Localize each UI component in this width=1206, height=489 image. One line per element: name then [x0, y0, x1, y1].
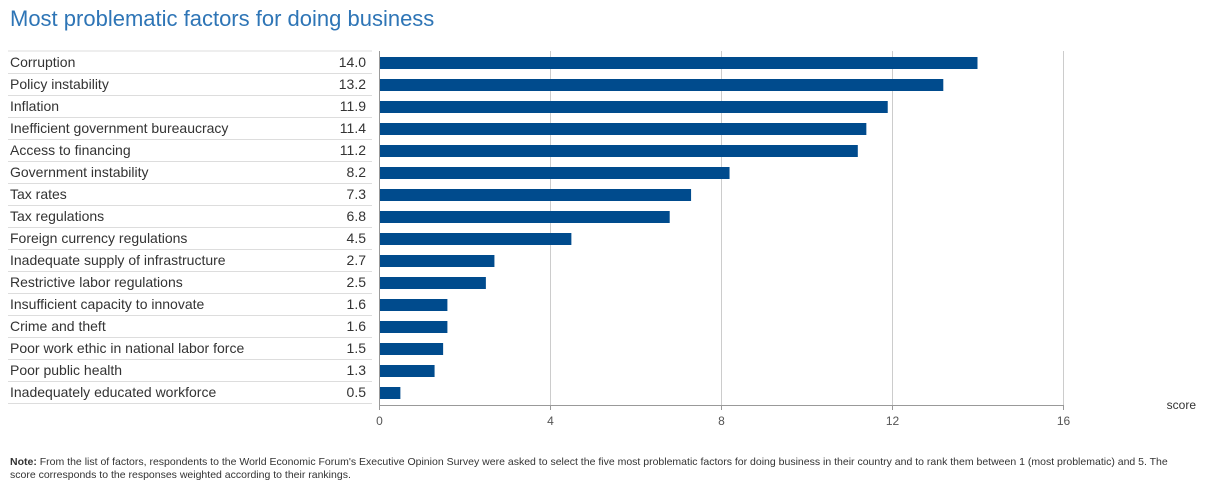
bar	[380, 387, 401, 399]
bar	[380, 321, 448, 333]
bar	[380, 277, 486, 289]
x-tick-label: 16	[1057, 414, 1071, 428]
category-label: Poor work ethic in national labor force	[10, 340, 244, 356]
category-label: Corruption	[10, 54, 75, 70]
category-label: Inflation	[10, 98, 59, 114]
bar	[380, 57, 978, 69]
value-label: 13.2	[339, 76, 366, 92]
category-label: Restrictive labor regulations	[10, 274, 183, 290]
value-label: 8.2	[347, 164, 367, 180]
bar	[380, 123, 867, 135]
x-tick-label: 0	[376, 414, 383, 428]
value-label: 1.6	[347, 318, 367, 334]
bar	[380, 167, 730, 179]
category-label: Tax rates	[10, 186, 67, 202]
value-label: 2.7	[347, 252, 367, 268]
value-label: 0.5	[347, 384, 367, 400]
bar	[380, 233, 572, 245]
bar	[380, 211, 670, 223]
bar	[380, 299, 448, 311]
value-label: 14.0	[339, 54, 366, 70]
value-label: 1.5	[347, 340, 367, 356]
value-label: 11.2	[340, 142, 366, 158]
footnote-text: From the list of factors, respondents to…	[10, 456, 1168, 481]
chart-title: Most problematic factors for doing busin…	[10, 6, 435, 31]
category-label: Inadequately educated workforce	[10, 384, 216, 400]
value-label: 6.8	[347, 208, 367, 224]
x-tick-label: 8	[718, 414, 725, 428]
value-label: 2.5	[347, 274, 367, 290]
bar	[380, 255, 495, 267]
bar	[380, 79, 944, 91]
footnote-label: Note:	[10, 456, 37, 468]
value-label: 1.6	[347, 296, 367, 312]
category-label: Inadequate supply of infrastructure	[10, 252, 226, 268]
bar	[380, 189, 692, 201]
category-label: Access to financing	[10, 142, 131, 158]
footnote: Note: From the list of factors, responde…	[10, 456, 1196, 482]
bar	[380, 365, 435, 377]
value-label: 1.3	[347, 362, 367, 378]
value-label: 7.3	[347, 186, 367, 202]
category-label: Insufficient capacity to innovate	[10, 296, 205, 312]
category-label: Crime and theft	[10, 318, 106, 334]
value-label: 11.4	[340, 120, 366, 136]
bar	[380, 145, 858, 157]
bar	[380, 101, 888, 113]
category-label: Poor public health	[10, 362, 122, 378]
category-label: Government instability	[10, 164, 149, 180]
value-label: 4.5	[347, 230, 367, 246]
category-label: Foreign currency regulations	[10, 230, 187, 246]
category-label: Inefficient government bureaucracy	[10, 120, 228, 136]
value-label: 11.9	[340, 98, 366, 114]
bar	[380, 343, 444, 355]
x-axis-label: score	[1167, 398, 1197, 412]
x-tick-label: 4	[547, 414, 554, 428]
category-label: Tax regulations	[10, 208, 104, 224]
x-tick-label: 12	[886, 414, 900, 428]
category-label: Policy instability	[10, 76, 109, 92]
